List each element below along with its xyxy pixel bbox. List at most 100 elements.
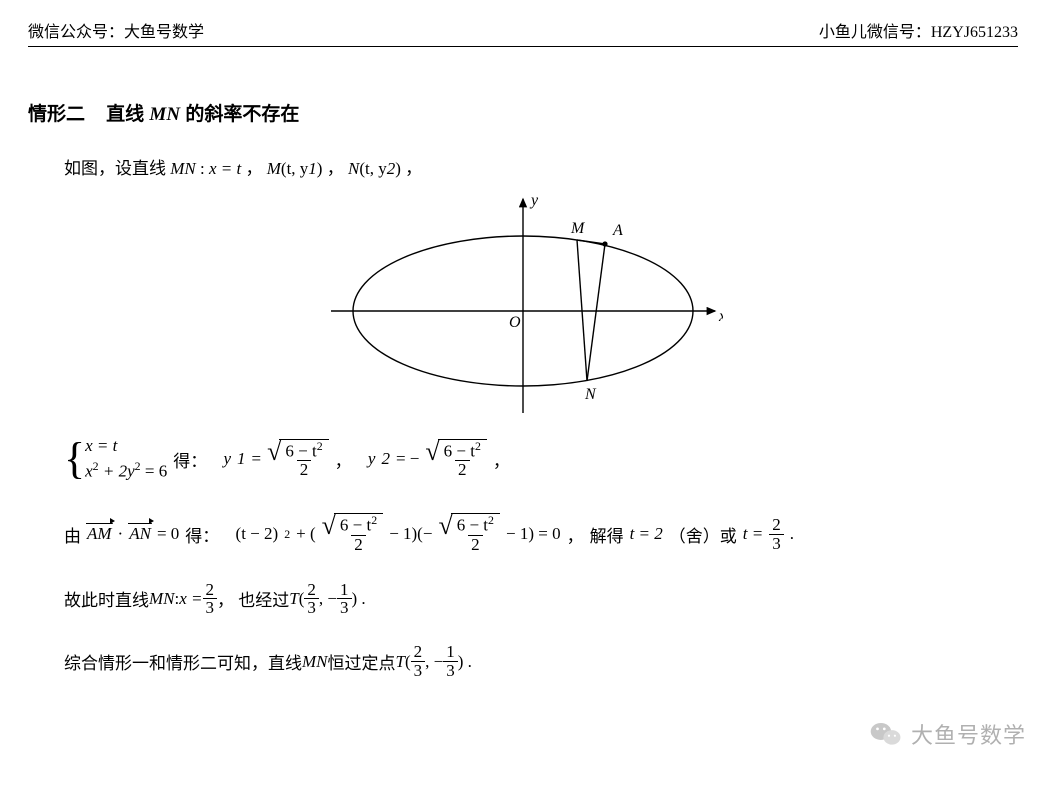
eq1-y1sub: 1 [237, 449, 246, 469]
title-mn: MN [149, 104, 180, 125]
eq1-eq: = [252, 449, 262, 469]
l3-T: T [289, 589, 298, 609]
frac1-den: 2 [297, 460, 312, 479]
sqrt-4: √ 6 − t2 2 [438, 513, 500, 554]
l3-mn: MN [149, 589, 175, 609]
eq1-eq2: = − [396, 449, 419, 469]
watermark-text: 大鱼号数学 [911, 718, 1026, 750]
sqrt-body-3: 6 − t2 2 [334, 513, 383, 554]
eq2-eq0: = 0 [157, 524, 179, 544]
l4-f2: 1 3 [443, 643, 458, 680]
frac-2: 6 − t2 2 [441, 440, 484, 479]
vec-AM: AM [87, 524, 112, 544]
eq2-period: . [790, 524, 794, 544]
eq2-dot: · [118, 524, 124, 544]
intro-t2: : [196, 159, 209, 178]
ellipse-diagram: M A N Ox y [323, 191, 723, 421]
intro-Nargs: (t, y [359, 159, 386, 178]
intro-t1: 如图，设直线 [64, 159, 170, 178]
page: 微信公众号：大鱼号数学 小鱼儿微信号：HZYJ651233 情形二 直线 MN … [0, 0, 1046, 680]
l4f1n: 2 [411, 643, 426, 661]
l4-t1: 综合情形一和情形二可知，直线 [64, 649, 302, 674]
f23d: 3 [769, 534, 784, 553]
sys-line1: x = t [85, 435, 167, 458]
eq2-get: 得： [185, 522, 219, 547]
l3-t1: 故此时直线 [64, 586, 149, 611]
l3f3n: 1 [337, 581, 352, 599]
left-brace: { [64, 437, 85, 481]
frac1-num: 6 − t2 [282, 440, 325, 460]
svg-text:M: M [570, 220, 586, 237]
f1na: 6 − t [285, 441, 316, 460]
svg-text:x: x [718, 308, 723, 325]
l3-close: ) . [352, 589, 366, 609]
f23n: 2 [769, 516, 784, 534]
wechat-icon [869, 717, 903, 751]
vec-AN: AN [129, 524, 151, 544]
eq1-c1: ， [335, 447, 352, 472]
l3f2n: 2 [304, 581, 319, 599]
l4-mn: MN [302, 652, 328, 672]
svg-text:y: y [529, 192, 539, 209]
l4-T: T [396, 652, 405, 672]
l3-f1: 2 3 [203, 581, 218, 618]
eq2-plus: + ( [296, 524, 316, 544]
sys-line2: x2 + 2y2 = 6 [85, 458, 167, 483]
frac-23: 2 3 [769, 516, 784, 553]
l3f2d: 3 [304, 598, 319, 617]
intro-N: N [348, 159, 359, 178]
system-lines: x = t x2 + 2y2 = 6 [85, 435, 167, 483]
intro-M: M [267, 159, 281, 178]
sqrt-1: √ 6 − t2 2 [267, 439, 329, 480]
f2na: 6 − t [444, 441, 475, 460]
eq2-solve: 解得 [590, 522, 624, 547]
conclusion-line-1: 故此时直线 MN : x = 2 3 ， 也经过 T ( 2 3 , − 1 3… [64, 581, 1018, 618]
intro-c1: ， [241, 159, 262, 178]
l4-f1: 2 3 [411, 643, 426, 680]
header-right: 小鱼儿微信号：HZYJ651233 [819, 18, 1018, 42]
eq2-t2: t = 2 [630, 524, 663, 544]
sys2a: x [85, 461, 93, 480]
section-title: 情形二 直线 MN 的斜率不存在 [28, 99, 1018, 126]
f4na: 6 − t [457, 516, 488, 535]
sqrt-body-4: 6 − t2 2 [451, 513, 500, 554]
l4f2d: 3 [443, 661, 458, 680]
frac4-num: 6 − t2 [454, 514, 497, 534]
eq2-comma: ， [567, 522, 584, 547]
sqrt-body-1: 6 − t2 2 [279, 439, 328, 480]
eq2-tminus2: (t − 2) [236, 524, 279, 544]
l3-f3: 1 3 [337, 581, 352, 618]
figure: M A N Ox y [28, 191, 1018, 421]
intro-Msub: 1 [308, 159, 317, 178]
f3sup: 2 [371, 513, 377, 527]
intro-mn: MN [170, 159, 196, 178]
title-post: 的斜率不存在 [180, 104, 299, 125]
svg-text:O: O [509, 314, 521, 331]
eq1-get: 得： [173, 447, 207, 472]
l3-x: x = [179, 589, 202, 609]
svg-text:N: N [584, 386, 597, 403]
case-label: 情形二 [28, 104, 85, 125]
l3f1d: 3 [203, 598, 218, 617]
intro-c2: ， [322, 159, 343, 178]
intro-Margs: (t, y [281, 159, 308, 178]
svg-text:A: A [612, 222, 623, 239]
frac2-den: 2 [455, 460, 470, 479]
sqrt-body-2: 6 − t2 2 [438, 439, 487, 480]
frac3-num: 6 − t2 [337, 514, 380, 534]
equation-dotproduct: 由 AM · AN = 0 得： (t − 2)2 + ( √ 6 − t2 2… [64, 513, 1018, 554]
l4-close: ) . [458, 652, 472, 672]
sys2b: + 2y [99, 461, 135, 480]
brace-system: { x = t x2 + 2y2 = 6 [64, 435, 167, 483]
l4f1d: 3 [411, 661, 426, 680]
page-header: 微信公众号：大鱼号数学 小鱼儿微信号：HZYJ651233 [28, 18, 1018, 47]
eq1-y2sub: 2 [381, 449, 390, 469]
frac2-num: 6 − t2 [441, 440, 484, 460]
f3na: 6 − t [340, 516, 371, 535]
l3f1n: 2 [203, 581, 218, 599]
frac3-den: 2 [351, 535, 366, 554]
frac4-den: 2 [468, 535, 483, 554]
eq1-c2: ， [493, 447, 510, 472]
sqrt-2: √ 6 − t2 2 [425, 439, 487, 480]
eq2-m1a: − 1)(− [389, 524, 432, 544]
